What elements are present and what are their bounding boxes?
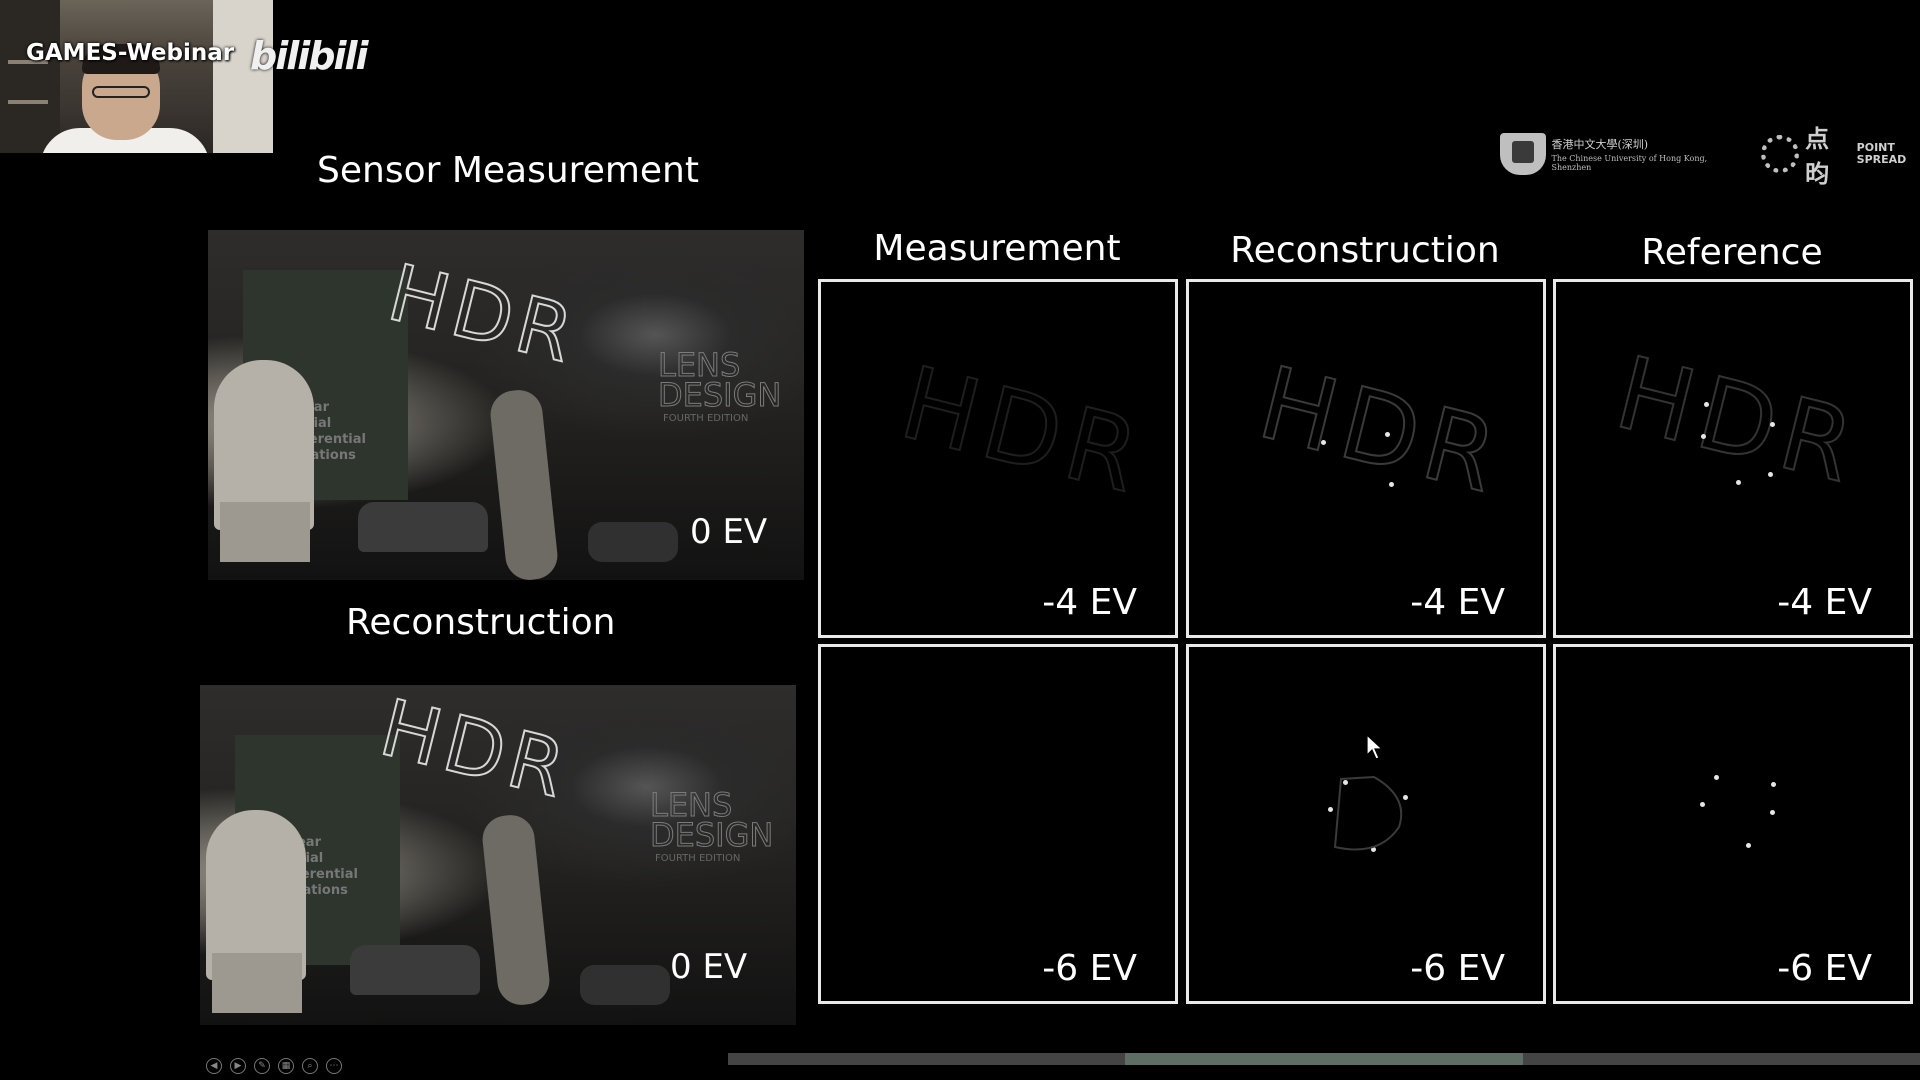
- university-name-cn: 香港中文大學(深圳): [1551, 138, 1649, 151]
- ev-label: -6 EV: [1410, 948, 1505, 989]
- photo-lens-sub: FOURTH EDITION: [663, 413, 749, 424]
- photo-lens-text: LENS DESIGN: [650, 786, 774, 854]
- faint-d-shape: [1333, 775, 1403, 851]
- grid-cell-reference-6ev: -6 EV: [1553, 644, 1913, 1004]
- university-crest-icon: [1500, 133, 1546, 175]
- sensor-measurement-title: Sensor Measurement: [317, 150, 699, 191]
- university-name-en: The Chinese University of Hong Kong, She…: [1551, 154, 1708, 172]
- more-icon[interactable]: ⋯: [326, 1058, 342, 1074]
- company-name-cn: 点昀: [1805, 125, 1830, 188]
- photo-lens-text: LENS DESIGN: [658, 346, 782, 414]
- webinar-title: GAMES-Webinar: [26, 40, 235, 66]
- photo-hdr-text: HDR: [371, 685, 580, 818]
- photo-lens-sub: FOURTH EDITION: [655, 853, 741, 864]
- ev-label: -4 EV: [1777, 582, 1872, 623]
- slide-controls: ◀ ▶ ✎ ▦ ⌕ ⋯: [206, 1058, 342, 1074]
- ev-label: -6 EV: [1042, 948, 1137, 989]
- reconstruction-title: Reconstruction: [346, 602, 616, 643]
- column-title-reconstruction: Reconstruction: [1230, 230, 1500, 271]
- video-progress-track[interactable]: [728, 1053, 1920, 1065]
- photo-hdr-text: HDR: [379, 247, 588, 383]
- ev-label: -6 EV: [1777, 948, 1872, 989]
- sensor-ev-label: 0 EV: [690, 512, 768, 552]
- bilibili-logo: bilibili: [250, 34, 369, 78]
- sponsor-logos: 香港中文大學(深圳) The Chinese University of Hon…: [1500, 125, 1920, 188]
- grid-cell-reference-4ev: HDR -4 EV: [1553, 279, 1913, 638]
- ev-label: -4 EV: [1410, 582, 1505, 623]
- pen-icon[interactable]: ✎: [254, 1058, 270, 1074]
- ghost-hdr-text: HDR: [889, 343, 1158, 518]
- slides-icon[interactable]: ▦: [278, 1058, 294, 1074]
- column-title-measurement: Measurement: [873, 228, 1121, 269]
- webcam-feed: [0, 0, 273, 153]
- column-title-reference: Reference: [1641, 232, 1823, 273]
- sensor-measurement-image: Linear Partial Differential Equations HD…: [208, 230, 804, 580]
- video-progress-fill: [1124, 1053, 1524, 1065]
- grid-cell-measurement-4ev: HDR -4 EV: [818, 279, 1178, 638]
- reconstruction-ev-label: 0 EV: [670, 947, 748, 987]
- mouse-cursor-icon: [1366, 733, 1384, 760]
- grid-cell-measurement-6ev: -6 EV: [818, 644, 1178, 1004]
- zoom-icon[interactable]: ⌕: [302, 1058, 318, 1074]
- grid-cell-reconstruction-4ev: HDR -4 EV: [1186, 279, 1546, 638]
- prev-icon[interactable]: ◀: [206, 1058, 222, 1074]
- company-name-en: POINT SPREAD: [1856, 141, 1907, 166]
- ghost-hdr-text: HDR: [1247, 343, 1516, 518]
- reconstruction-image: Linear Partial Differential Equations HD…: [200, 685, 796, 1025]
- grid-cell-reconstruction-6ev: -6 EV: [1186, 644, 1546, 1004]
- next-icon[interactable]: ▶: [230, 1058, 246, 1074]
- ev-label: -4 EV: [1042, 582, 1137, 623]
- point-spread-logo-icon: [1761, 135, 1800, 173]
